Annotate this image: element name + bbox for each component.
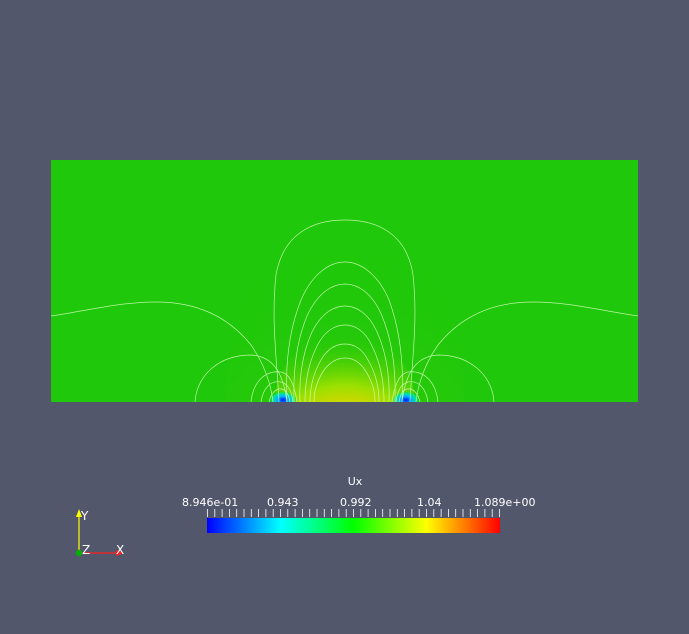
colorbar-tick-label: 1.089e+00 [474,496,536,509]
colorbar-tick-label: 8.946e-01 [182,496,239,509]
field-cold-left [269,391,297,402]
contour-field [51,160,638,402]
y-axis-arrow [76,509,82,517]
x-axis-arrow [116,550,124,556]
x-axis-label: X [116,543,124,557]
field-hot-region [275,332,415,402]
contour-line [398,388,421,402]
contour-line [293,283,396,402]
contour-line [260,381,294,402]
field-glow [225,222,465,402]
colorbar-title: Ux [347,475,363,488]
colorbar [207,509,500,533]
contour-line [391,371,439,402]
colorbar-gradient [207,518,500,533]
orientation-axes: Y Z X [75,509,124,557]
z-axis-dot [75,549,83,557]
contour-line [268,388,291,402]
contour-line [194,354,288,402]
contour-line [299,305,390,402]
colorbar-ticks [207,509,500,517]
contour-line [309,343,380,402]
contour-line [401,354,495,402]
contour-line [51,301,274,402]
contour-line [415,301,638,402]
y-axis-label: Y [80,509,89,523]
colorbar-tick-label: 0.992 [340,496,372,509]
z-axis-label: Z [82,543,90,557]
contour-line [304,324,385,402]
contour-line [250,371,298,402]
contour-lines [51,219,638,402]
contour-line [286,261,403,402]
contour-line [313,357,376,402]
colorbar-tick-label: 1.04 [417,496,442,509]
contour-line [273,219,416,402]
contour-line [395,381,429,402]
field-cold-right [392,391,420,402]
colorbar-tick-label: 0.943 [267,496,299,509]
